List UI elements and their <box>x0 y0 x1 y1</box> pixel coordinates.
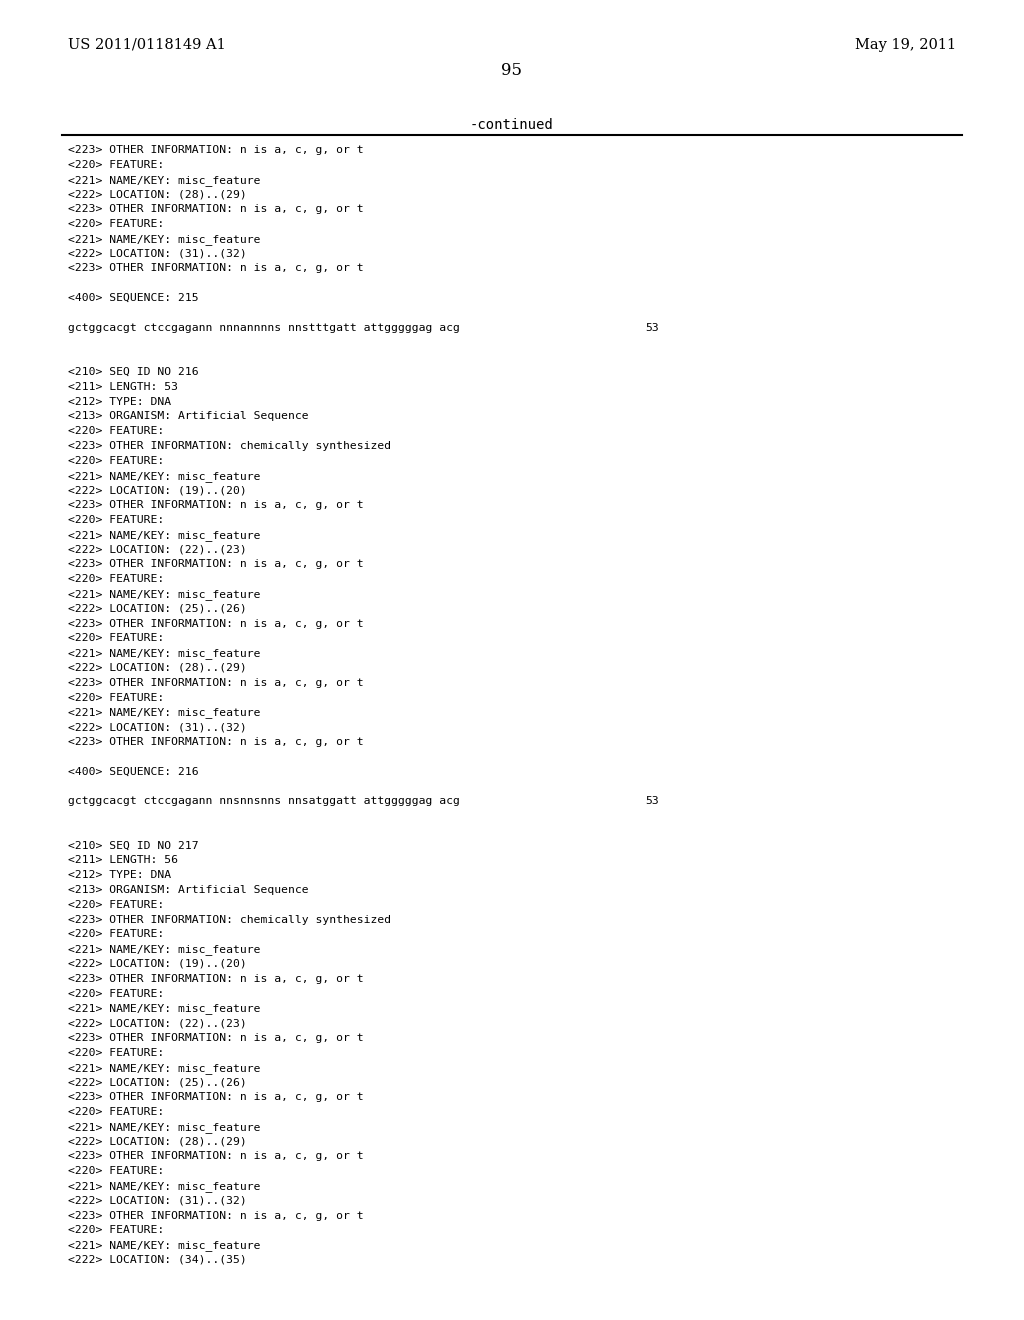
Text: <223> OTHER INFORMATION: n is a, c, g, or t: <223> OTHER INFORMATION: n is a, c, g, o… <box>68 145 364 154</box>
Text: <213> ORGANISM: Artificial Sequence: <213> ORGANISM: Artificial Sequence <box>68 412 308 421</box>
Text: <223> OTHER INFORMATION: chemically synthesized: <223> OTHER INFORMATION: chemically synt… <box>68 915 391 924</box>
Text: <222> LOCATION: (31)..(32): <222> LOCATION: (31)..(32) <box>68 722 247 733</box>
Text: <223> OTHER INFORMATION: n is a, c, g, or t: <223> OTHER INFORMATION: n is a, c, g, o… <box>68 677 364 688</box>
Text: <221> NAME/KEY: misc_feature: <221> NAME/KEY: misc_feature <box>68 589 260 599</box>
Text: <220> FEATURE:: <220> FEATURE: <box>68 989 164 999</box>
Text: <220> FEATURE:: <220> FEATURE: <box>68 693 164 702</box>
Text: 95: 95 <box>502 62 522 79</box>
Text: <222> LOCATION: (25)..(26): <222> LOCATION: (25)..(26) <box>68 603 247 614</box>
Text: <212> TYPE: DNA: <212> TYPE: DNA <box>68 870 171 880</box>
Text: <222> LOCATION: (28)..(29): <222> LOCATION: (28)..(29) <box>68 189 247 199</box>
Text: <220> FEATURE:: <220> FEATURE: <box>68 219 164 228</box>
Text: <220> FEATURE:: <220> FEATURE: <box>68 515 164 525</box>
Text: <222> LOCATION: (25)..(26): <222> LOCATION: (25)..(26) <box>68 1077 247 1088</box>
Text: <223> OTHER INFORMATION: n is a, c, g, or t: <223> OTHER INFORMATION: n is a, c, g, o… <box>68 205 364 214</box>
Text: <223> OTHER INFORMATION: n is a, c, g, or t: <223> OTHER INFORMATION: n is a, c, g, o… <box>68 619 364 628</box>
Text: <220> FEATURE:: <220> FEATURE: <box>68 455 164 466</box>
Text: 53: 53 <box>645 322 658 333</box>
Text: <220> FEATURE:: <220> FEATURE: <box>68 1166 164 1176</box>
Text: <220> FEATURE:: <220> FEATURE: <box>68 1225 164 1236</box>
Text: <210> SEQ ID NO 217: <210> SEQ ID NO 217 <box>68 841 199 850</box>
Text: <222> LOCATION: (34)..(35): <222> LOCATION: (34)..(35) <box>68 1255 247 1265</box>
Text: <223> OTHER INFORMATION: n is a, c, g, or t: <223> OTHER INFORMATION: n is a, c, g, o… <box>68 737 364 747</box>
Text: <220> FEATURE:: <220> FEATURE: <box>68 1107 164 1117</box>
Text: <221> NAME/KEY: misc_feature: <221> NAME/KEY: misc_feature <box>68 174 260 186</box>
Text: <210> SEQ ID NO 216: <210> SEQ ID NO 216 <box>68 367 199 378</box>
Text: <221> NAME/KEY: misc_feature: <221> NAME/KEY: misc_feature <box>68 708 260 718</box>
Text: <223> OTHER INFORMATION: n is a, c, g, or t: <223> OTHER INFORMATION: n is a, c, g, o… <box>68 1151 364 1162</box>
Text: <400> SEQUENCE: 216: <400> SEQUENCE: 216 <box>68 767 199 776</box>
Text: <222> LOCATION: (19)..(20): <222> LOCATION: (19)..(20) <box>68 960 247 969</box>
Text: <211> LENGTH: 53: <211> LENGTH: 53 <box>68 381 178 392</box>
Text: <223> OTHER INFORMATION: n is a, c, g, or t: <223> OTHER INFORMATION: n is a, c, g, o… <box>68 974 364 983</box>
Text: <221> NAME/KEY: misc_feature: <221> NAME/KEY: misc_feature <box>68 1181 260 1192</box>
Text: <221> NAME/KEY: misc_feature: <221> NAME/KEY: misc_feature <box>68 1003 260 1014</box>
Text: <222> LOCATION: (28)..(29): <222> LOCATION: (28)..(29) <box>68 663 247 673</box>
Text: <223> OTHER INFORMATION: n is a, c, g, or t: <223> OTHER INFORMATION: n is a, c, g, o… <box>68 1034 364 1043</box>
Text: gctggcacgt ctccgagann nnsnnsnns nnsatggatt attgggggag acg: gctggcacgt ctccgagann nnsnnsnns nnsatgga… <box>68 796 460 807</box>
Text: <220> FEATURE:: <220> FEATURE: <box>68 574 164 585</box>
Text: <212> TYPE: DNA: <212> TYPE: DNA <box>68 396 171 407</box>
Text: 53: 53 <box>645 796 658 807</box>
Text: <220> FEATURE:: <220> FEATURE: <box>68 634 164 643</box>
Text: <222> LOCATION: (31)..(32): <222> LOCATION: (31)..(32) <box>68 248 247 259</box>
Text: <221> NAME/KEY: misc_feature: <221> NAME/KEY: misc_feature <box>68 1122 260 1133</box>
Text: <222> LOCATION: (22)..(23): <222> LOCATION: (22)..(23) <box>68 545 247 554</box>
Text: <222> LOCATION: (31)..(32): <222> LOCATION: (31)..(32) <box>68 1196 247 1205</box>
Text: <211> LENGTH: 56: <211> LENGTH: 56 <box>68 855 178 866</box>
Text: <221> NAME/KEY: misc_feature: <221> NAME/KEY: misc_feature <box>68 471 260 482</box>
Text: -continued: -continued <box>470 117 554 132</box>
Text: <221> NAME/KEY: misc_feature: <221> NAME/KEY: misc_feature <box>68 234 260 244</box>
Text: <220> FEATURE:: <220> FEATURE: <box>68 426 164 436</box>
Text: <222> LOCATION: (22)..(23): <222> LOCATION: (22)..(23) <box>68 1018 247 1028</box>
Text: <221> NAME/KEY: misc_feature: <221> NAME/KEY: misc_feature <box>68 529 260 541</box>
Text: <213> ORGANISM: Artificial Sequence: <213> ORGANISM: Artificial Sequence <box>68 884 308 895</box>
Text: May 19, 2011: May 19, 2011 <box>855 38 956 51</box>
Text: <221> NAME/KEY: misc_feature: <221> NAME/KEY: misc_feature <box>68 1063 260 1073</box>
Text: <223> OTHER INFORMATION: n is a, c, g, or t: <223> OTHER INFORMATION: n is a, c, g, o… <box>68 1092 364 1102</box>
Text: <221> NAME/KEY: misc_feature: <221> NAME/KEY: misc_feature <box>68 1241 260 1251</box>
Text: <223> OTHER INFORMATION: n is a, c, g, or t: <223> OTHER INFORMATION: n is a, c, g, o… <box>68 264 364 273</box>
Text: <220> FEATURE:: <220> FEATURE: <box>68 160 164 170</box>
Text: <220> FEATURE:: <220> FEATURE: <box>68 900 164 909</box>
Text: <221> NAME/KEY: misc_feature: <221> NAME/KEY: misc_feature <box>68 648 260 659</box>
Text: <400> SEQUENCE: 215: <400> SEQUENCE: 215 <box>68 293 199 304</box>
Text: <221> NAME/KEY: misc_feature: <221> NAME/KEY: misc_feature <box>68 944 260 956</box>
Text: <222> LOCATION: (28)..(29): <222> LOCATION: (28)..(29) <box>68 1137 247 1147</box>
Text: gctggcacgt ctccgagann nnnannnns nnstttgatt attgggggag acg: gctggcacgt ctccgagann nnnannnns nnstttga… <box>68 322 460 333</box>
Text: <223> OTHER INFORMATION: chemically synthesized: <223> OTHER INFORMATION: chemically synt… <box>68 441 391 451</box>
Text: <220> FEATURE:: <220> FEATURE: <box>68 929 164 940</box>
Text: <223> OTHER INFORMATION: n is a, c, g, or t: <223> OTHER INFORMATION: n is a, c, g, o… <box>68 560 364 569</box>
Text: <220> FEATURE:: <220> FEATURE: <box>68 1048 164 1057</box>
Text: <223> OTHER INFORMATION: n is a, c, g, or t: <223> OTHER INFORMATION: n is a, c, g, o… <box>68 1210 364 1221</box>
Text: US 2011/0118149 A1: US 2011/0118149 A1 <box>68 38 225 51</box>
Text: <223> OTHER INFORMATION: n is a, c, g, or t: <223> OTHER INFORMATION: n is a, c, g, o… <box>68 500 364 511</box>
Text: <222> LOCATION: (19)..(20): <222> LOCATION: (19)..(20) <box>68 486 247 495</box>
